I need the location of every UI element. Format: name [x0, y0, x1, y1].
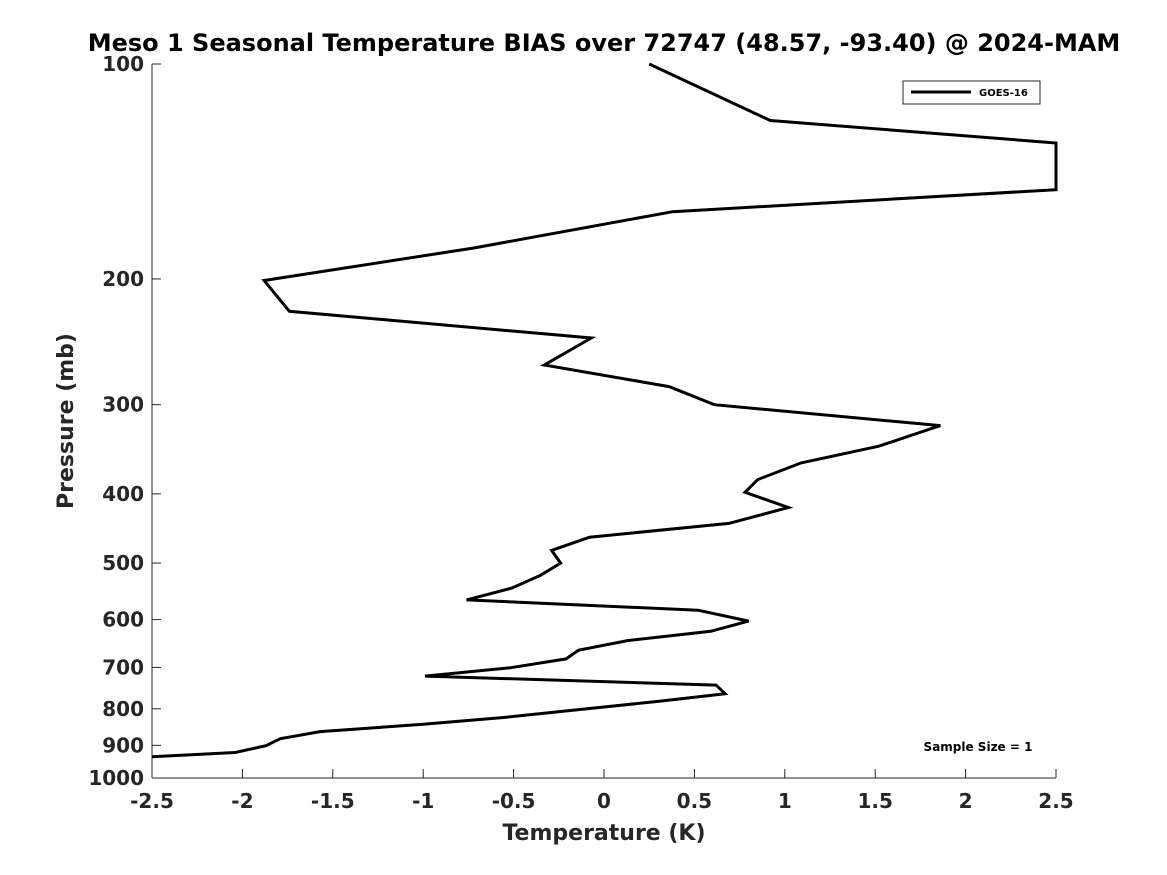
- x-tick-label: 0: [597, 789, 611, 813]
- series-line-goes-16: [151, 62, 1058, 759]
- series-group: [151, 62, 1058, 759]
- x-tick-label: 1.5: [857, 789, 892, 813]
- y-tick-label: 200: [102, 267, 144, 291]
- y-tick-label: 900: [102, 733, 144, 757]
- x-tick-label: 1: [778, 789, 792, 813]
- x-tick-label: 0.5: [677, 789, 712, 813]
- x-tick-label: 2: [959, 789, 973, 813]
- y-tick-label: 600: [102, 608, 144, 632]
- legend: GOES-16: [902, 80, 1041, 105]
- y-tick-label: 400: [102, 482, 144, 506]
- x-tick-label: -1.5: [311, 789, 355, 813]
- y-tick-label: 300: [102, 393, 144, 417]
- y-axis-ticks: 100 200 300 400 500 600 700 800 900 1000: [88, 52, 161, 790]
- x-tick-label: -2.5: [130, 789, 174, 813]
- x-tick-label: -1: [412, 789, 434, 813]
- y-tick-label: 1000: [88, 766, 144, 790]
- y-tick-label: 800: [102, 697, 144, 721]
- y-tick-label: 100: [102, 52, 144, 76]
- x-axis-label: Temperature (K): [502, 821, 705, 846]
- chart-title: Meso 1 Seasonal Temperature BIAS over 72…: [88, 29, 1121, 57]
- legend-box: [902, 80, 1041, 105]
- y-tick-label: 500: [102, 551, 144, 575]
- x-tick-label: -0.5: [492, 789, 536, 813]
- sample-size-annotation: Sample Size = 1: [924, 740, 1033, 754]
- y-axis-label: Pressure (mb): [54, 333, 79, 509]
- legend-entry-goes-16: GOES-16: [979, 88, 1028, 99]
- x-tick-label: 2.5: [1038, 789, 1073, 813]
- x-tick-label: -2: [231, 789, 253, 813]
- x-axis-ticks: -2.5 -2 -1.5 -1 -0.5 0 0.5 1 1.5 2 2.5: [130, 769, 1074, 813]
- y-tick-label: 700: [102, 655, 144, 679]
